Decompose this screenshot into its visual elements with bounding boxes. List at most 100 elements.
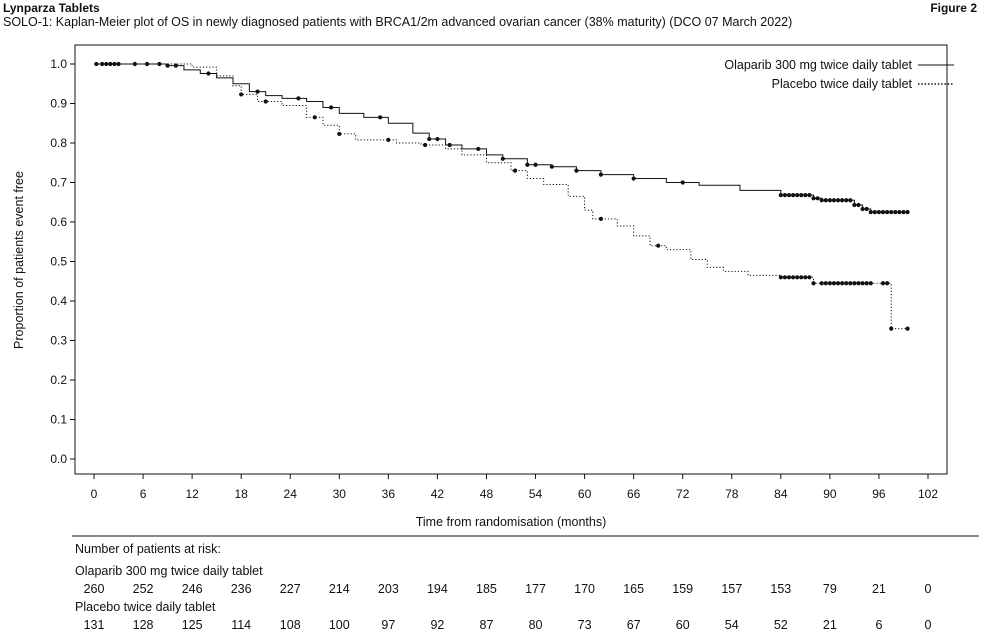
risk-value-placebo: 87 [480, 618, 494, 632]
risk-value-olaparib: 214 [329, 582, 350, 596]
olaparib-censor-mark [868, 210, 873, 215]
placebo-censor-mark [778, 275, 783, 280]
placebo-censor-mark [803, 275, 808, 280]
x-tick-label: 6 [140, 487, 147, 501]
placebo-censor-mark [263, 99, 268, 104]
x-tick-label: 18 [234, 487, 248, 501]
legend-label-olaparib: Olaparib 300 mg twice daily tablet [724, 58, 912, 72]
olaparib-censor-mark [100, 61, 105, 67]
risk-value-olaparib: 153 [770, 582, 791, 596]
olaparib-censor-mark [112, 61, 117, 67]
risk-value-placebo: 92 [430, 618, 444, 632]
risk-value-placebo: 60 [676, 618, 690, 632]
risk-value-placebo: 97 [381, 618, 395, 632]
placebo-censor-mark [786, 275, 792, 280]
x-tick-label: 24 [284, 487, 298, 501]
risk-value-olaparib: 21 [872, 582, 886, 596]
risk-value-placebo: 125 [182, 618, 203, 632]
risk-row-label-olaparib: Olaparib 300 mg twice daily tablet [75, 564, 263, 578]
y-tick-label: 0.2 [50, 373, 67, 387]
placebo-censor-mark [807, 275, 812, 280]
olaparib-censor-mark [844, 198, 849, 203]
risk-value-placebo: 6 [875, 618, 882, 632]
placebo-censor-mark [811, 281, 816, 286]
olaparib-censor-mark [778, 193, 783, 198]
y-tick-label: 0.8 [50, 136, 67, 150]
olaparib-censor-mark [803, 193, 808, 198]
risk-value-olaparib: 79 [823, 582, 837, 596]
risk-value-olaparib: 0 [925, 582, 932, 596]
olaparib-censor-mark [598, 172, 604, 177]
olaparib-censor-mark [901, 210, 906, 215]
x-tick-label: 72 [676, 487, 690, 501]
risk-value-placebo: 114 [231, 618, 251, 632]
risk-value-olaparib: 246 [182, 582, 203, 596]
risk-value-olaparib: 203 [378, 582, 399, 596]
y-axis-label: Proportion of patients event free [12, 171, 26, 349]
x-tick-label: 60 [578, 487, 592, 501]
placebo-censor-mark [782, 275, 788, 280]
x-tick-label: 90 [823, 487, 837, 501]
x-tick-label: 54 [529, 487, 543, 501]
risk-value-placebo: 80 [529, 618, 543, 632]
olaparib-censor-mark [476, 146, 481, 152]
olaparib-censor-mark [905, 210, 910, 215]
olaparib-censor-mark [876, 210, 882, 215]
olaparib-censor-mark [786, 193, 792, 198]
placebo-curve [94, 63, 908, 330]
olaparib-censor-mark [296, 96, 301, 101]
y-tick-label: 0.3 [50, 334, 67, 348]
y-tick-label: 1.0 [50, 57, 67, 71]
risk-value-placebo: 108 [280, 618, 301, 632]
olaparib-censor-mark [378, 115, 383, 120]
placebo-censor-mark [880, 281, 886, 286]
olaparib-censor-mark [549, 164, 554, 169]
olaparib-censor-mark [790, 193, 796, 198]
olaparib-censor-mark [852, 202, 857, 208]
olaparib-censor-mark [823, 198, 828, 203]
figure-label: Figure 2 [930, 1, 977, 15]
x-tick-label: 66 [627, 487, 641, 501]
risk-value-olaparib: 177 [525, 582, 546, 596]
placebo-censor-mark [656, 243, 661, 248]
olaparib-censor-mark [206, 71, 211, 76]
placebo-censor-mark [598, 216, 604, 221]
olaparib-censor-mark [680, 180, 685, 185]
olaparib-censor-mark [880, 210, 886, 215]
risk-value-olaparib: 170 [574, 582, 595, 596]
olaparib-censor-mark [819, 198, 824, 203]
plot-frame [74, 44, 948, 475]
olaparib-censor-mark [835, 198, 841, 203]
placebo-censor-mark [868, 281, 873, 286]
placebo-censor-mark [889, 326, 894, 331]
x-axis-label: Time from randomisation (months) [416, 515, 607, 529]
x-tick-label: 12 [185, 487, 199, 501]
chart-subtitle: SOLO-1: Kaplan-Meier plot of OS in newly… [3, 15, 793, 29]
y-tick-label: 0.4 [50, 294, 67, 308]
risk-value-olaparib: 157 [721, 582, 742, 596]
olaparib-censor-mark [885, 210, 890, 215]
placebo-censor-mark [239, 92, 244, 97]
olaparib-censor-mark [893, 210, 898, 215]
placebo-censor-mark [905, 326, 910, 331]
olaparib-censor-mark [889, 210, 894, 215]
plot-border [74, 44, 948, 475]
risk-value-olaparib: 227 [280, 582, 301, 596]
risk-value-olaparib: 194 [427, 582, 448, 596]
placebo-censor-mark [840, 281, 845, 286]
placebo-censor-mark [312, 115, 317, 120]
x-tick-label: 0 [91, 487, 98, 501]
placebo-censor-mark [856, 281, 861, 286]
legend-label-placebo: Placebo twice daily tablet [772, 77, 913, 91]
olaparib-censor-mark [173, 63, 178, 68]
placebo-censor-mark [835, 281, 841, 286]
x-tick-label: 48 [480, 487, 494, 501]
y-tick-label: 0.0 [50, 452, 67, 466]
olaparib-censor-mark [104, 61, 109, 67]
placebo-censor-mark [819, 281, 824, 286]
x-tick-label: 42 [431, 487, 445, 501]
risk-value-placebo: 67 [627, 618, 641, 632]
olaparib-censor-mark [831, 198, 837, 203]
olaparib-censor-mark [447, 142, 452, 148]
risk-value-placebo: 128 [133, 618, 154, 632]
